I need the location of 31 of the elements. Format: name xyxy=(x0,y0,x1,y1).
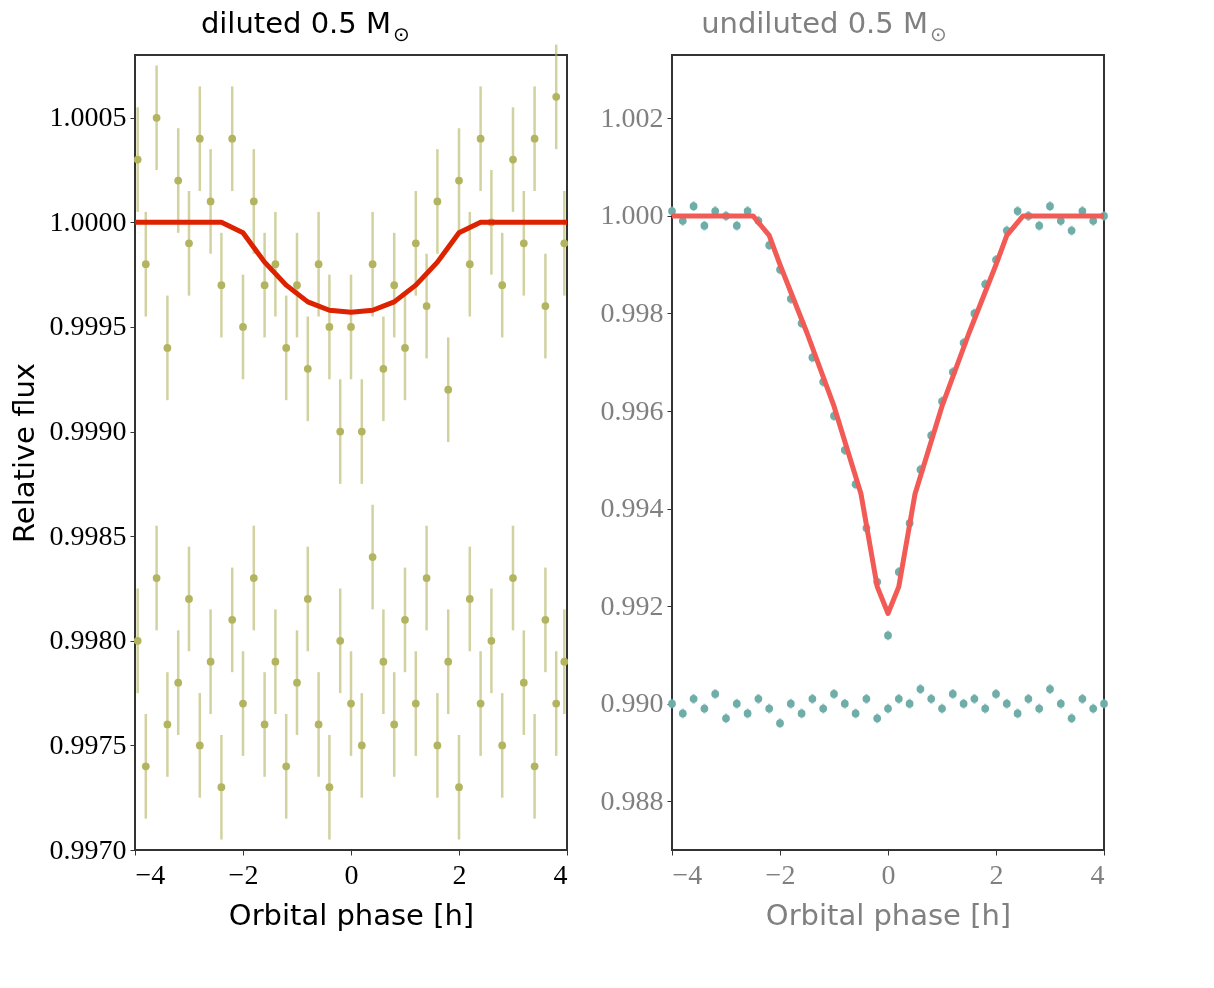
x-tick-label: −2 xyxy=(765,858,796,890)
y-axis-title: Relative flux xyxy=(6,363,41,543)
x-tick-label: 4 xyxy=(1090,858,1105,890)
x-tick-label: −4 xyxy=(135,858,166,890)
y-tick-label: 0.9970 xyxy=(49,833,127,865)
y-tick-label: 0.992 xyxy=(600,589,664,621)
x-tick-label: 0 xyxy=(344,858,359,890)
y-tick-label: 0.9985 xyxy=(49,519,127,551)
chart-title: undiluted 0.5 M⊙ xyxy=(701,6,947,46)
y-tick-label: 1.002 xyxy=(600,101,664,133)
y-tick-label: 0.9990 xyxy=(49,415,127,447)
x-axis-title: Orbital phase [h] xyxy=(765,897,1012,932)
y-tick-label: 0.990 xyxy=(600,687,664,719)
x-axis-title: Orbital phase [h] xyxy=(228,897,475,932)
y-tick-label: 0.9975 xyxy=(49,728,127,760)
y-tick-label: 1.0000 xyxy=(49,205,127,237)
y-tick-label: 1.0005 xyxy=(49,101,127,133)
y-tick-label: 0.9980 xyxy=(49,624,127,656)
x-tick-label: 2 xyxy=(452,858,467,890)
y-tick-label: 0.9995 xyxy=(49,310,127,342)
x-tick-label: −2 xyxy=(228,858,259,890)
y-tick-label: 0.998 xyxy=(600,297,664,328)
x-tick-label: −4 xyxy=(672,858,703,890)
y-tick-label: 0.996 xyxy=(600,394,664,426)
chart-title: diluted 0.5 M⊙ xyxy=(200,6,410,46)
y-tick-label: 0.994 xyxy=(600,492,664,524)
x-tick-label: 0 xyxy=(881,858,896,890)
x-tick-label: 2 xyxy=(989,858,1004,890)
y-tick-label: 1.000 xyxy=(600,199,664,231)
x-tick-label: 4 xyxy=(553,858,568,890)
y-tick-label: 0.988 xyxy=(600,784,664,816)
